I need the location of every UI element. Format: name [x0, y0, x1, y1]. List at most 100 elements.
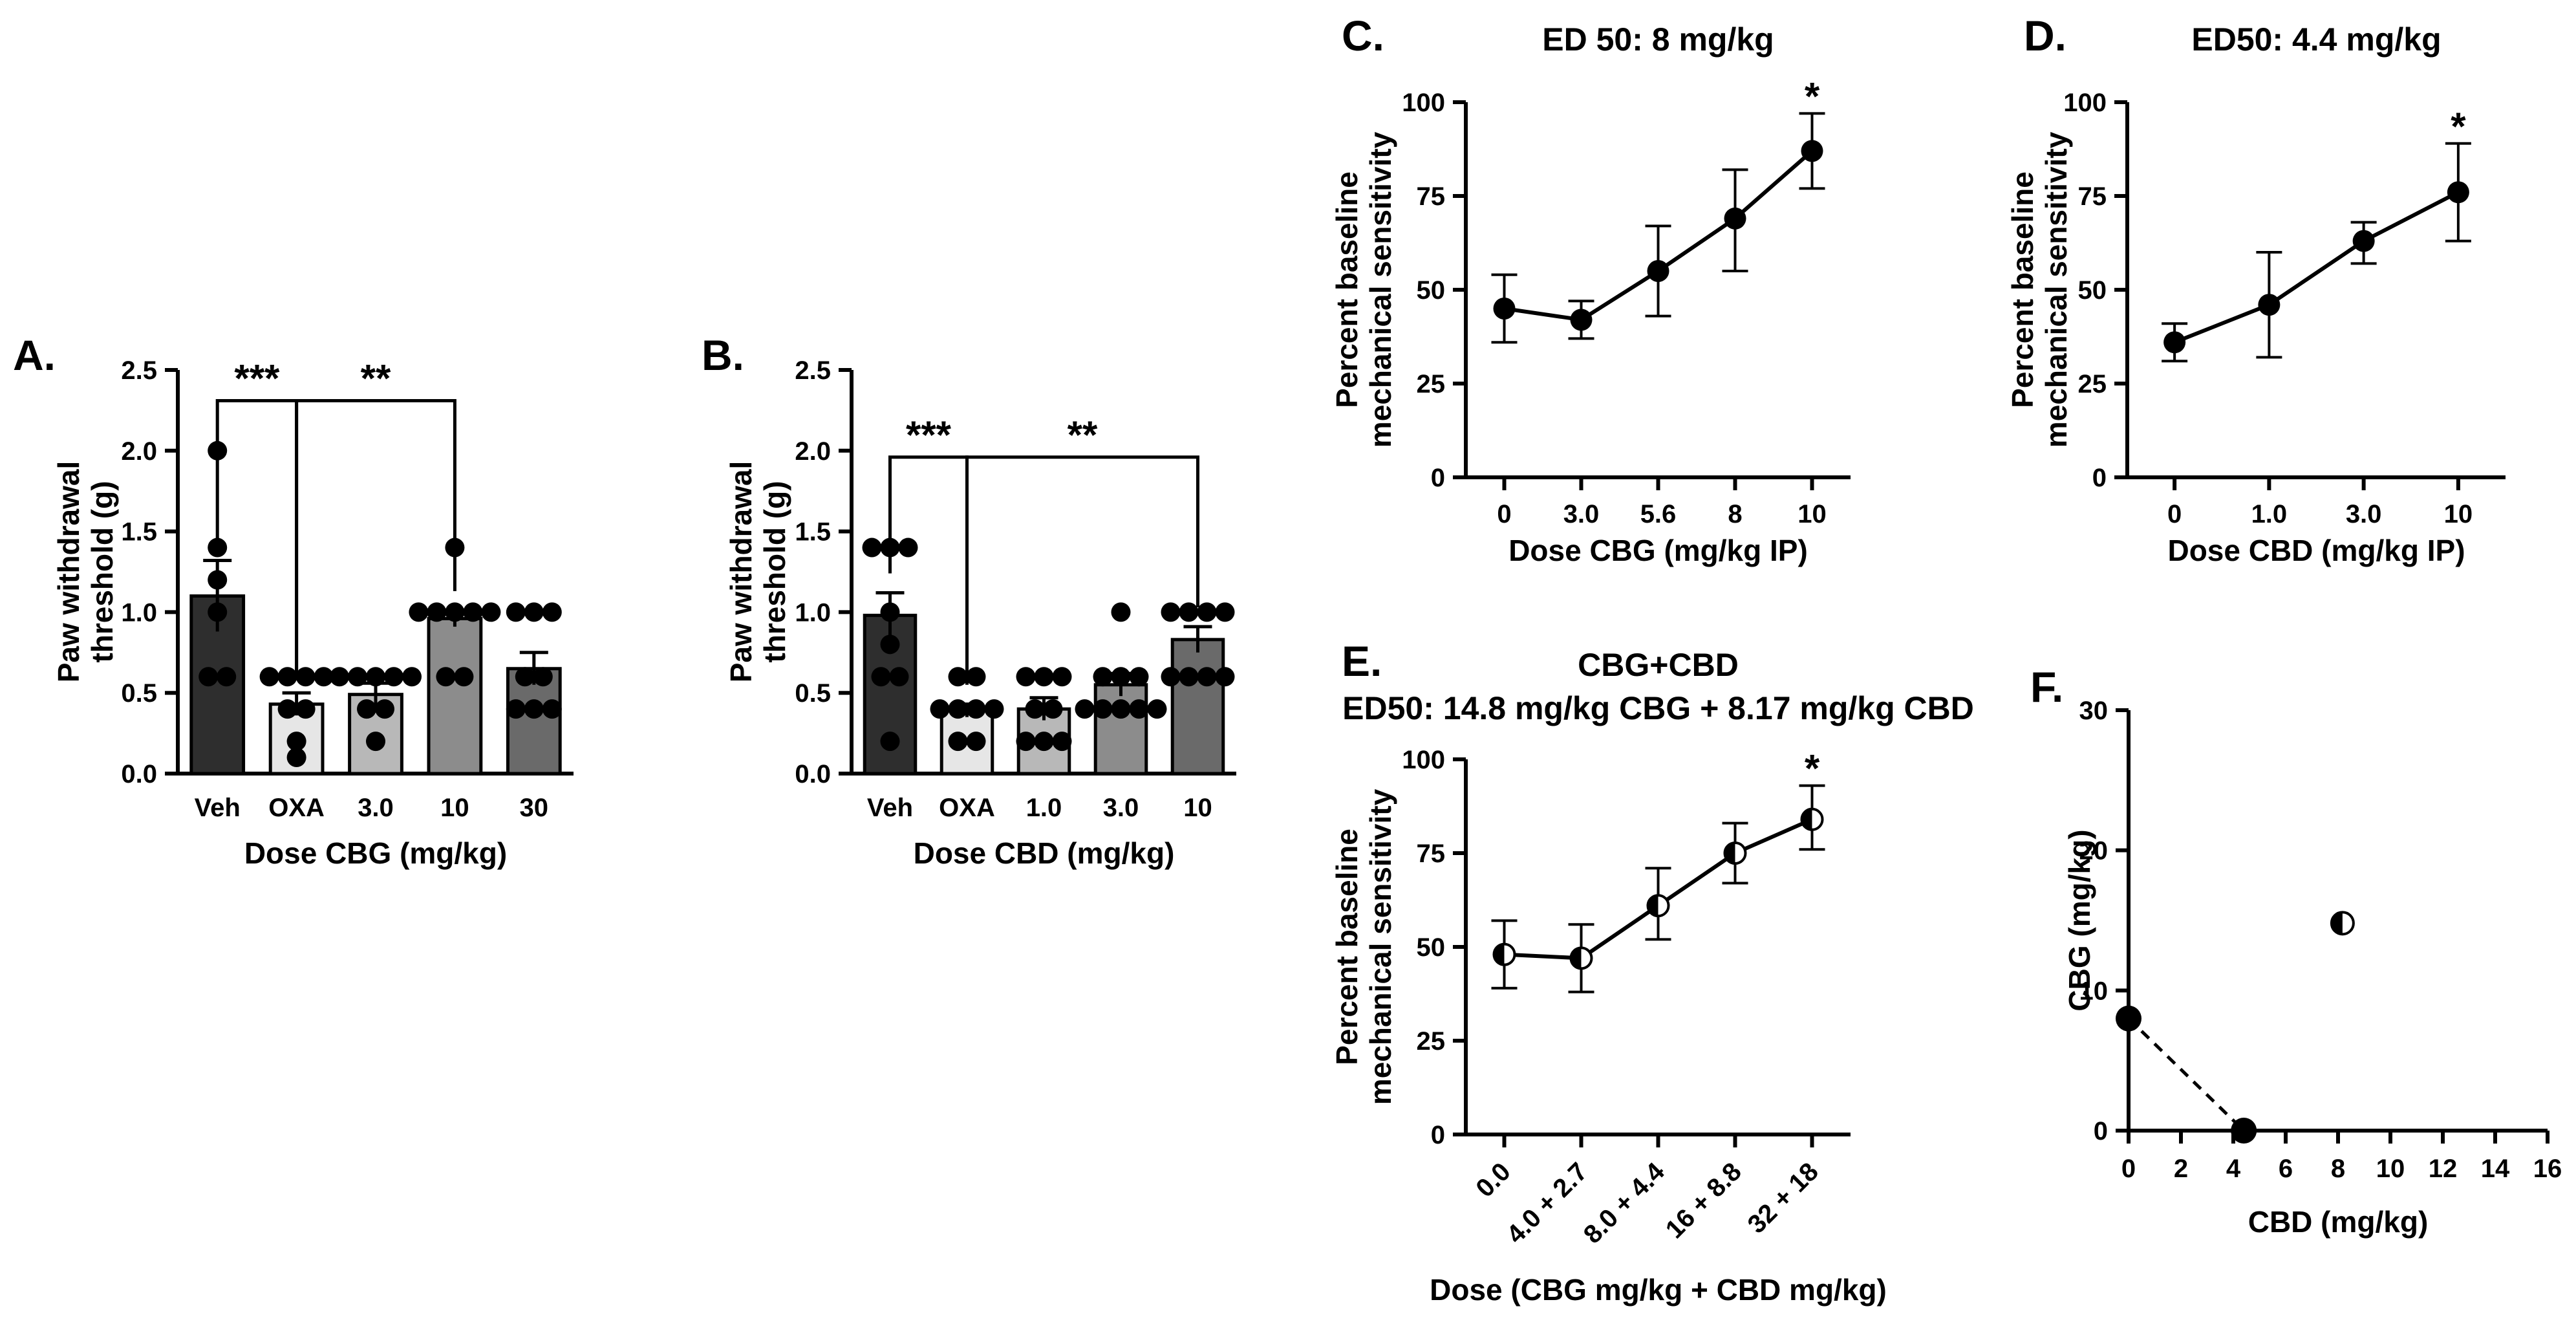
x-axis-title: Dose CBG (mg/kg IP) — [1508, 534, 1808, 567]
x-axis-title: CBD (mg/kg) — [2248, 1205, 2429, 1239]
data-point — [524, 602, 544, 622]
data-point — [384, 667, 403, 687]
significance-label: ** — [1068, 413, 1098, 457]
x-tick-label: 14 — [2481, 1155, 2510, 1183]
panel-f-isobologram: F. 0 10 20 30 0 2 4 6 8 10 12 14 16 CBG (mg/kg) CBD (mg… — [2030, 663, 2562, 1239]
data-point — [1043, 699, 1063, 719]
data-point — [2352, 230, 2375, 252]
data-point — [542, 699, 562, 719]
chart-title: CBG+CBD — [1578, 647, 1739, 683]
panel-letter: E. — [1342, 637, 1382, 685]
y-axis-title: Percent baseline — [1330, 829, 1364, 1065]
data-point — [445, 602, 465, 622]
x-tick-label: 12 — [2429, 1155, 2458, 1183]
significance-label: * — [1805, 74, 1820, 118]
data-point-half-fill — [2331, 912, 2343, 935]
x-tick-label: 2 — [2174, 1155, 2188, 1183]
data-point — [506, 602, 526, 622]
bar — [1170, 638, 1225, 776]
data-point — [2447, 181, 2469, 204]
data-point — [984, 699, 1004, 719]
y-tick-label: 25 — [2078, 370, 2107, 398]
data-point — [1161, 602, 1181, 622]
y-tick-label: 75 — [2078, 182, 2107, 211]
y-axis-title: Paw withdrawal — [52, 461, 85, 683]
data-point — [366, 732, 385, 752]
data-point — [314, 667, 334, 687]
data-point — [1093, 667, 1113, 687]
y-tick-label: 100 — [2063, 89, 2107, 117]
bar — [506, 667, 562, 776]
data-point — [1111, 602, 1131, 622]
data-point — [1034, 667, 1054, 687]
data-point — [2163, 331, 2186, 354]
x-tick-label: 0 — [1497, 500, 1511, 528]
additivity-line — [2127, 1017, 2245, 1132]
significance-label: * — [1805, 747, 1820, 790]
data-point — [2258, 294, 2281, 316]
data-point — [966, 699, 986, 719]
x-tick-label: OXA — [268, 794, 325, 822]
x-tick-label: 3.0 — [1103, 794, 1139, 822]
x-tick-label: 32 + 18 — [1743, 1157, 1824, 1239]
significance-bracket — [295, 398, 456, 674]
data-point — [1197, 602, 1217, 622]
x-axis-title: Dose (CBG mg/kg + CBD mg/kg) — [1430, 1273, 1887, 1307]
panel-letter: B. — [702, 331, 744, 379]
panel-letter: F. — [2030, 663, 2063, 711]
y-tick-label: 0 — [1431, 1121, 1445, 1149]
data-point — [259, 667, 279, 687]
x-tick-label: 4.0 + 2.7 — [1501, 1157, 1593, 1249]
data-point — [930, 699, 950, 719]
data-point — [1016, 667, 1036, 687]
y-tick-label: 20 — [2079, 837, 2109, 865]
data-point — [1647, 260, 1669, 282]
panel-letter: A. — [13, 331, 56, 379]
data-point — [402, 667, 422, 687]
x-tick-label: 10 — [2376, 1155, 2405, 1183]
y-tick-label: 100 — [1402, 746, 1445, 774]
data-point — [1179, 602, 1199, 622]
data-point-half-fill — [1494, 944, 1505, 965]
panel-b-bar-chart: B. 0.0 0.5 1.0 1.5 2.0 2.5 Paw withdrawal thresh… — [702, 331, 1236, 870]
data-point — [1129, 699, 1149, 719]
data-point — [1147, 699, 1167, 719]
y-tick-label: 1.5 — [795, 518, 831, 547]
y-tick-label: 75 — [1417, 182, 1446, 211]
y-tick-label: 2.5 — [121, 356, 157, 385]
data-point — [515, 667, 535, 687]
data-point — [948, 699, 968, 719]
data-point-half-fill — [1648, 895, 1658, 917]
data-point — [871, 667, 891, 687]
data-point — [1197, 667, 1217, 687]
x-tick-label: Veh — [195, 794, 241, 822]
data-point — [1801, 140, 1823, 162]
y-axis-title: threshold (g) — [758, 481, 791, 662]
data-point — [1052, 732, 1072, 752]
y-tick-label: 0 — [2094, 1117, 2108, 1145]
data-point — [966, 732, 986, 752]
data-point — [966, 667, 986, 687]
y-axis-title: mechanical sensitivity — [2039, 131, 2073, 448]
y-tick-label: 0.0 — [795, 760, 831, 788]
y-tick-label: 2.5 — [795, 356, 831, 385]
x-axis-title: Dose CBG (mg/kg) — [244, 836, 507, 870]
x-tick-label: 10 — [2444, 500, 2473, 528]
y-tick-label: 0.5 — [795, 679, 831, 708]
significance-bracket — [965, 455, 1199, 685]
y-tick-label: 10 — [2079, 977, 2109, 1005]
data-point — [330, 667, 349, 687]
data-point — [208, 537, 228, 558]
y-tick-label: 0.0 — [121, 760, 157, 788]
y-tick-label: 50 — [2078, 276, 2107, 305]
data-point — [357, 699, 376, 719]
significance-label: ** — [361, 356, 391, 400]
data-point — [277, 699, 297, 719]
data-point — [880, 602, 900, 622]
data-point — [208, 570, 228, 590]
data-point — [1724, 207, 1746, 230]
data-point — [889, 667, 909, 687]
data-point — [542, 602, 562, 622]
